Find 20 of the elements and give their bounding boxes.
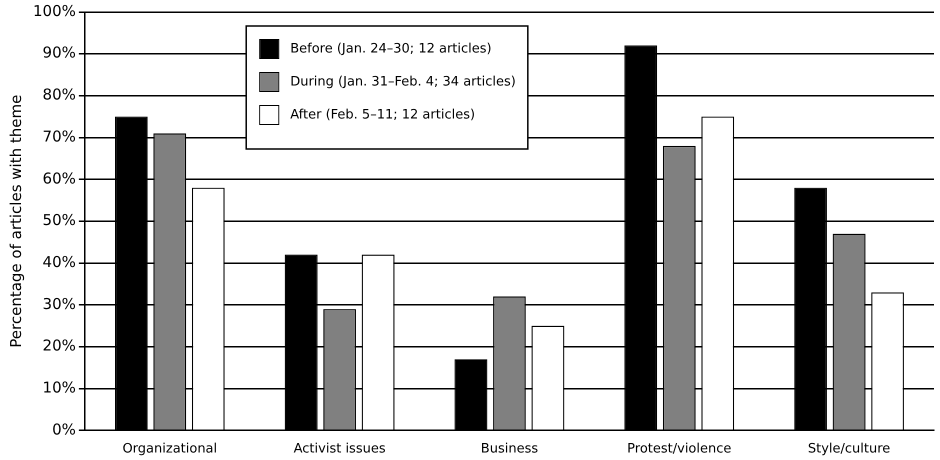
y-tick-label: 20% [42,336,76,355]
y-tick-label: 60% [42,169,76,188]
y-tick-label: 100% [32,2,76,20]
y-axis-title: Percentage of articles with theme [6,94,25,348]
x-tick-label: Style/culture [808,442,890,457]
y-tick-label: 10% [42,378,76,396]
y-tick-label: 0% [52,420,76,438]
x-tick-label: Activist issues [294,442,386,457]
y-tick-label: 30% [42,294,76,313]
legend-label: During (Jan. 31–Feb. 4; 34 articles) [290,74,516,90]
x-tick-label: Business [480,442,538,457]
legend-label: Before (Jan. 24–30; 12 articles) [290,41,492,56]
y-tick-label: 80% [42,86,76,104]
x-tick-label: Organizational [122,442,218,457]
y-tick-label: 50% [42,211,76,230]
y-tick-label: 70% [42,127,76,146]
y-tick-label: 40% [42,252,76,271]
x-tick-label: Protest/violence [627,442,732,457]
y-tick-label: 90% [42,44,76,62]
legend-label: After (Feb. 5–11; 12 articles) [290,107,476,122]
